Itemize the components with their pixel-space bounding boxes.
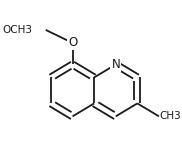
Text: OCH3: OCH3 — [3, 25, 33, 35]
Text: CH3: CH3 — [159, 111, 181, 121]
Text: N: N — [111, 58, 120, 71]
Text: O: O — [68, 36, 77, 49]
